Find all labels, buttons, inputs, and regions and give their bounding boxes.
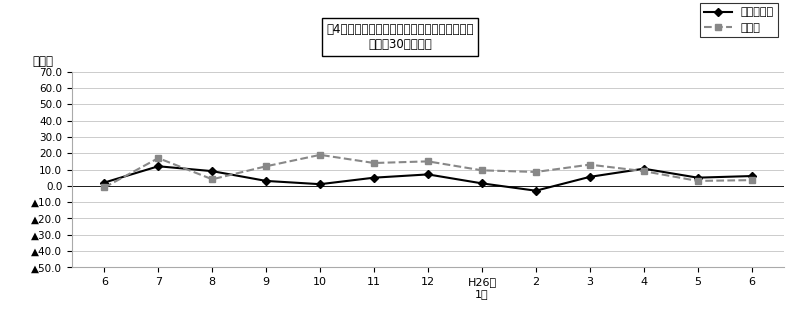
調査産業計 <box>477 181 486 185</box>
調査産業計 <box>315 182 325 186</box>
製造業 <box>531 170 541 174</box>
Line: 調査産業計: 調査産業計 <box>102 163 754 194</box>
製造業 <box>639 169 649 173</box>
調査産業計 <box>639 167 649 171</box>
調査産業計 <box>585 175 594 179</box>
Text: 围4　所定外労働時間の推移（対前年同月比）
－規樨30人以上－: 围4 所定外労働時間の推移（対前年同月比） －規樨30人以上－ <box>326 23 474 51</box>
製造業 <box>207 177 217 181</box>
調査産業計 <box>531 189 541 193</box>
調査産業計 <box>262 179 271 183</box>
調査産業計 <box>207 169 217 173</box>
調査産業計 <box>423 172 433 176</box>
製造業 <box>99 185 109 189</box>
Text: （％）: （％） <box>33 55 54 68</box>
製造業 <box>370 161 379 165</box>
製造業 <box>477 168 486 172</box>
製造業 <box>585 163 594 167</box>
調査産業計 <box>99 181 109 185</box>
調査産業計 <box>154 164 163 168</box>
調査産業計 <box>747 174 757 178</box>
製造業 <box>423 159 433 163</box>
製造業 <box>693 179 702 183</box>
製造業 <box>262 164 271 168</box>
製造業 <box>315 153 325 157</box>
Legend: 調査産業計, 製造業: 調査産業計, 製造業 <box>700 3 778 37</box>
調査産業計 <box>693 176 702 180</box>
Line: 製造業: 製造業 <box>102 152 754 190</box>
調査産業計 <box>370 176 379 180</box>
製造業 <box>747 178 757 182</box>
製造業 <box>154 156 163 160</box>
